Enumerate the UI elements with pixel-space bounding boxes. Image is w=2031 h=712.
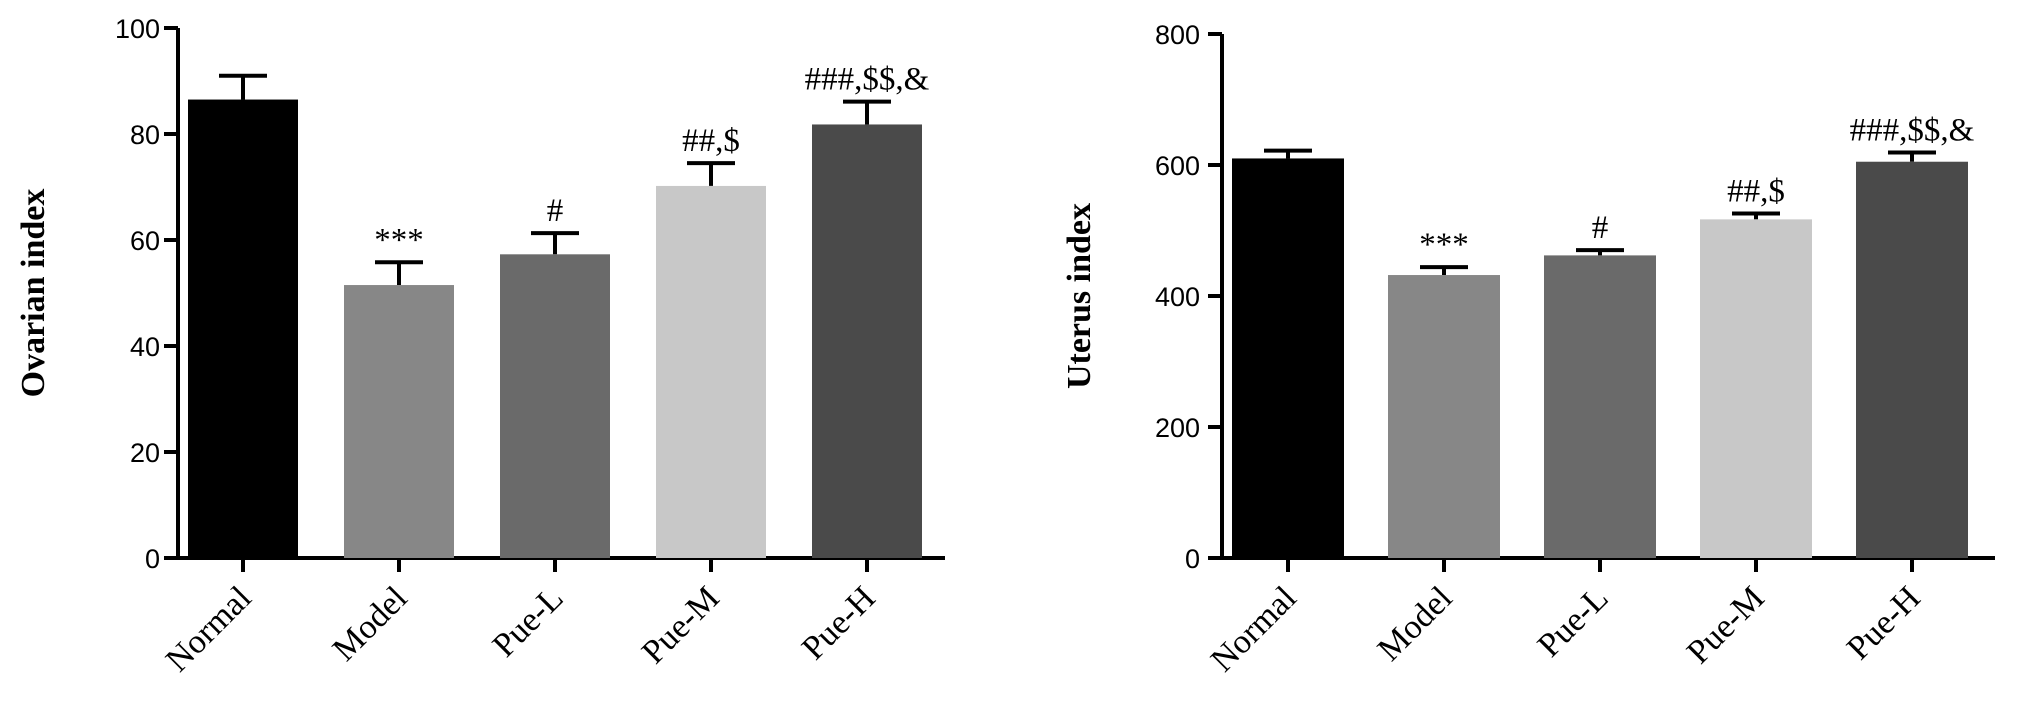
bar-normal	[188, 99, 298, 559]
category-label: Pue-M	[635, 579, 727, 671]
bar-normal	[1232, 158, 1344, 558]
bar-pue-m	[656, 185, 766, 558]
significance-label: ###,$$,&	[1850, 113, 1975, 149]
category-label: Pue-L	[486, 579, 571, 664]
y-tick-label: 20	[130, 438, 160, 468]
significance-label: ##,$	[1727, 173, 1785, 209]
significance-label: ###,$$,&	[805, 62, 930, 98]
significance-label: ***	[374, 222, 424, 258]
y-tick-label: 800	[1155, 20, 1200, 50]
bar-pue-l	[1544, 255, 1656, 558]
bar-pue-h	[812, 124, 922, 559]
bar-pue-h	[1856, 161, 1968, 558]
category-label: Model	[1371, 579, 1460, 668]
y-tick-label: 0	[145, 544, 160, 574]
y-axis-title: Uterus index	[1061, 203, 1098, 389]
bar-model	[344, 285, 454, 558]
category-label: Pue-H	[1840, 579, 1928, 667]
y-tick-label: 0	[1185, 544, 1200, 574]
y-tick-label: 600	[1155, 151, 1200, 181]
y-tick-label: 40	[130, 332, 160, 362]
uterus-index-chart: 0 200 400 600 800 Uterus index Normal *** Model #…	[1061, 20, 1995, 679]
ovarian-index-chart: 0 20 40 60 80 100 Ovarian index Normal *** Model #…	[15, 14, 945, 679]
y-axis-title: Ovarian index	[15, 189, 52, 398]
bar-pue-m	[1700, 219, 1812, 559]
bar-pue-l	[500, 254, 610, 558]
y-tick-label: 60	[130, 226, 160, 256]
category-label: Pue-M	[1680, 579, 1772, 671]
bar-model	[1388, 275, 1500, 558]
category-label: Normal	[1204, 579, 1304, 679]
y-tick-label: 100	[115, 14, 160, 44]
y-tick-label: 200	[1155, 413, 1200, 443]
category-label: Model	[326, 579, 415, 668]
category-label: Normal	[159, 579, 259, 679]
significance-label: #	[547, 193, 564, 229]
y-tick-label: 80	[130, 120, 160, 150]
significance-label: ***	[1419, 227, 1469, 263]
category-label: Pue-L	[1531, 579, 1616, 664]
significance-label: ##,$	[682, 123, 740, 159]
significance-label: #	[1592, 210, 1609, 246]
category-label: Pue-H	[795, 579, 883, 667]
y-tick-label: 400	[1155, 282, 1200, 312]
